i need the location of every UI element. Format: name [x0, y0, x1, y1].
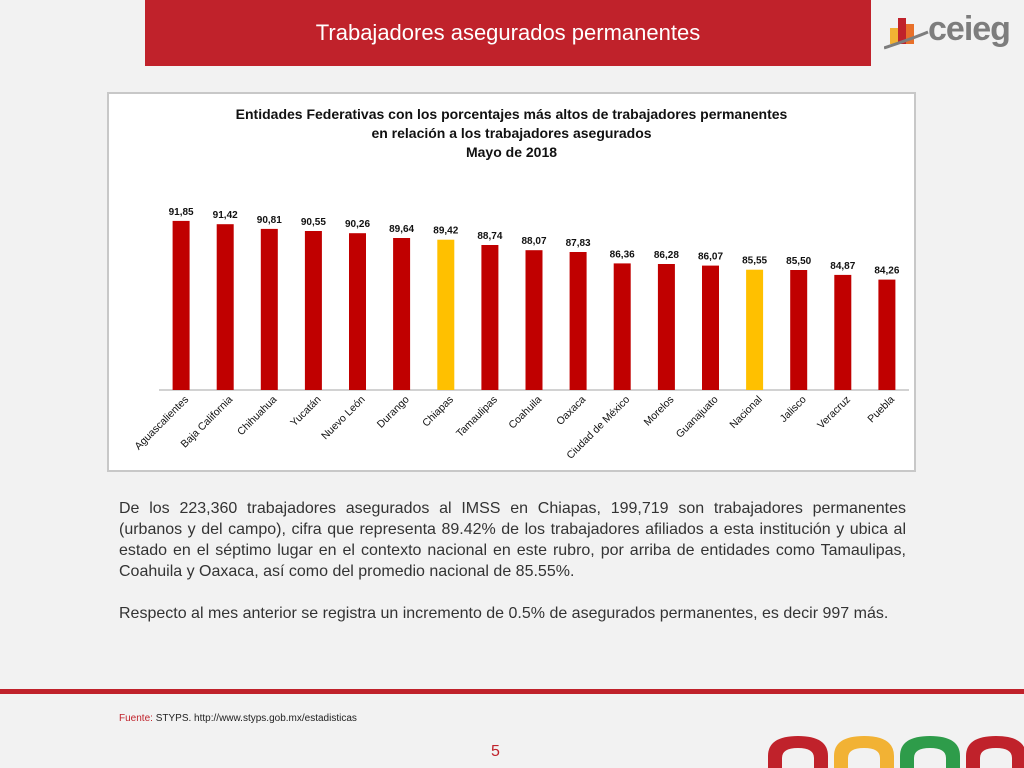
data-label: 89,64	[389, 224, 414, 235]
footer-divider	[0, 689, 1024, 694]
paragraph-1: De los 223,360 trabajadores asegurados a…	[119, 500, 906, 580]
category-label: Yucatán	[288, 394, 323, 429]
ceieg-logo-icon	[884, 18, 929, 50]
logo-text: ceieg	[928, 10, 1011, 48]
data-label: 86,36	[610, 249, 635, 260]
bar	[790, 270, 808, 390]
bar	[349, 233, 366, 390]
bar	[172, 220, 190, 390]
bar	[657, 264, 675, 390]
bar	[437, 239, 455, 390]
bar	[569, 252, 587, 390]
bar	[393, 238, 411, 390]
chart-container: Entidades Federativas con los porcentaje…	[107, 92, 916, 472]
decorative-arches-icon	[768, 736, 1024, 768]
data-label: 84,26	[874, 266, 899, 277]
paragraph-2: Respecto al mes anterior se registra un …	[119, 605, 889, 622]
category-label: Chihuahua	[235, 394, 280, 439]
data-label: 85,55	[742, 256, 767, 267]
bar	[216, 224, 234, 390]
bar	[260, 228, 278, 390]
data-label: 86,07	[698, 252, 723, 263]
data-label: 84,87	[830, 261, 855, 272]
title-bar: Trabajadores asegurados permanentes	[145, 0, 871, 66]
data-label: 85,50	[786, 256, 811, 267]
category-label: Nuevo León	[319, 394, 368, 443]
data-label: 91,85	[169, 207, 194, 218]
category-label: Jalisco	[778, 394, 809, 425]
source-note: Fuente: STYPS. http://www.styps.gob.mx/e…	[119, 713, 357, 724]
bar	[702, 265, 719, 390]
bar	[481, 245, 499, 390]
category-label: Durango	[375, 394, 412, 431]
category-label: Tamaulipas	[454, 394, 500, 440]
bar	[878, 279, 896, 390]
category-label: Puebla	[865, 394, 897, 426]
bar	[613, 263, 631, 390]
bar	[746, 269, 764, 390]
source-label: Fuente:	[119, 713, 153, 724]
data-label: 90,26	[345, 219, 370, 230]
category-label: Chiapas	[420, 394, 456, 430]
bar	[525, 250, 543, 390]
data-label: 86,28	[654, 250, 679, 261]
data-label: 88,07	[521, 236, 546, 247]
category-label: Guanajuato	[674, 394, 721, 441]
data-label: 88,74	[477, 231, 502, 242]
data-label: 89,42	[433, 226, 458, 237]
category-label: Oaxaca	[554, 394, 588, 428]
data-label: 90,55	[301, 217, 326, 228]
chart-subtitle: en relación a los trabajadores asegurado…	[371, 125, 652, 141]
category-label: Coahuila	[506, 394, 544, 432]
category-label: Nacional	[727, 394, 764, 431]
bar	[304, 231, 322, 390]
data-label: 90,81	[257, 215, 282, 226]
chart-period: Mayo de 2018	[465, 144, 558, 160]
bar	[834, 274, 852, 390]
page-number: 5	[491, 743, 500, 760]
chart-title: Entidades Federativas con los porcentaje…	[235, 106, 788, 122]
page-title: Trabajadores asegurados permanentes	[315, 20, 701, 45]
data-label: 87,83	[566, 238, 591, 249]
category-label: Veracruz	[815, 394, 853, 432]
data-label: 91,42	[213, 210, 238, 221]
category-label: Morelos	[642, 394, 677, 429]
source-text: STYPS. http://www.styps.gob.mx/estadisti…	[155, 713, 357, 724]
